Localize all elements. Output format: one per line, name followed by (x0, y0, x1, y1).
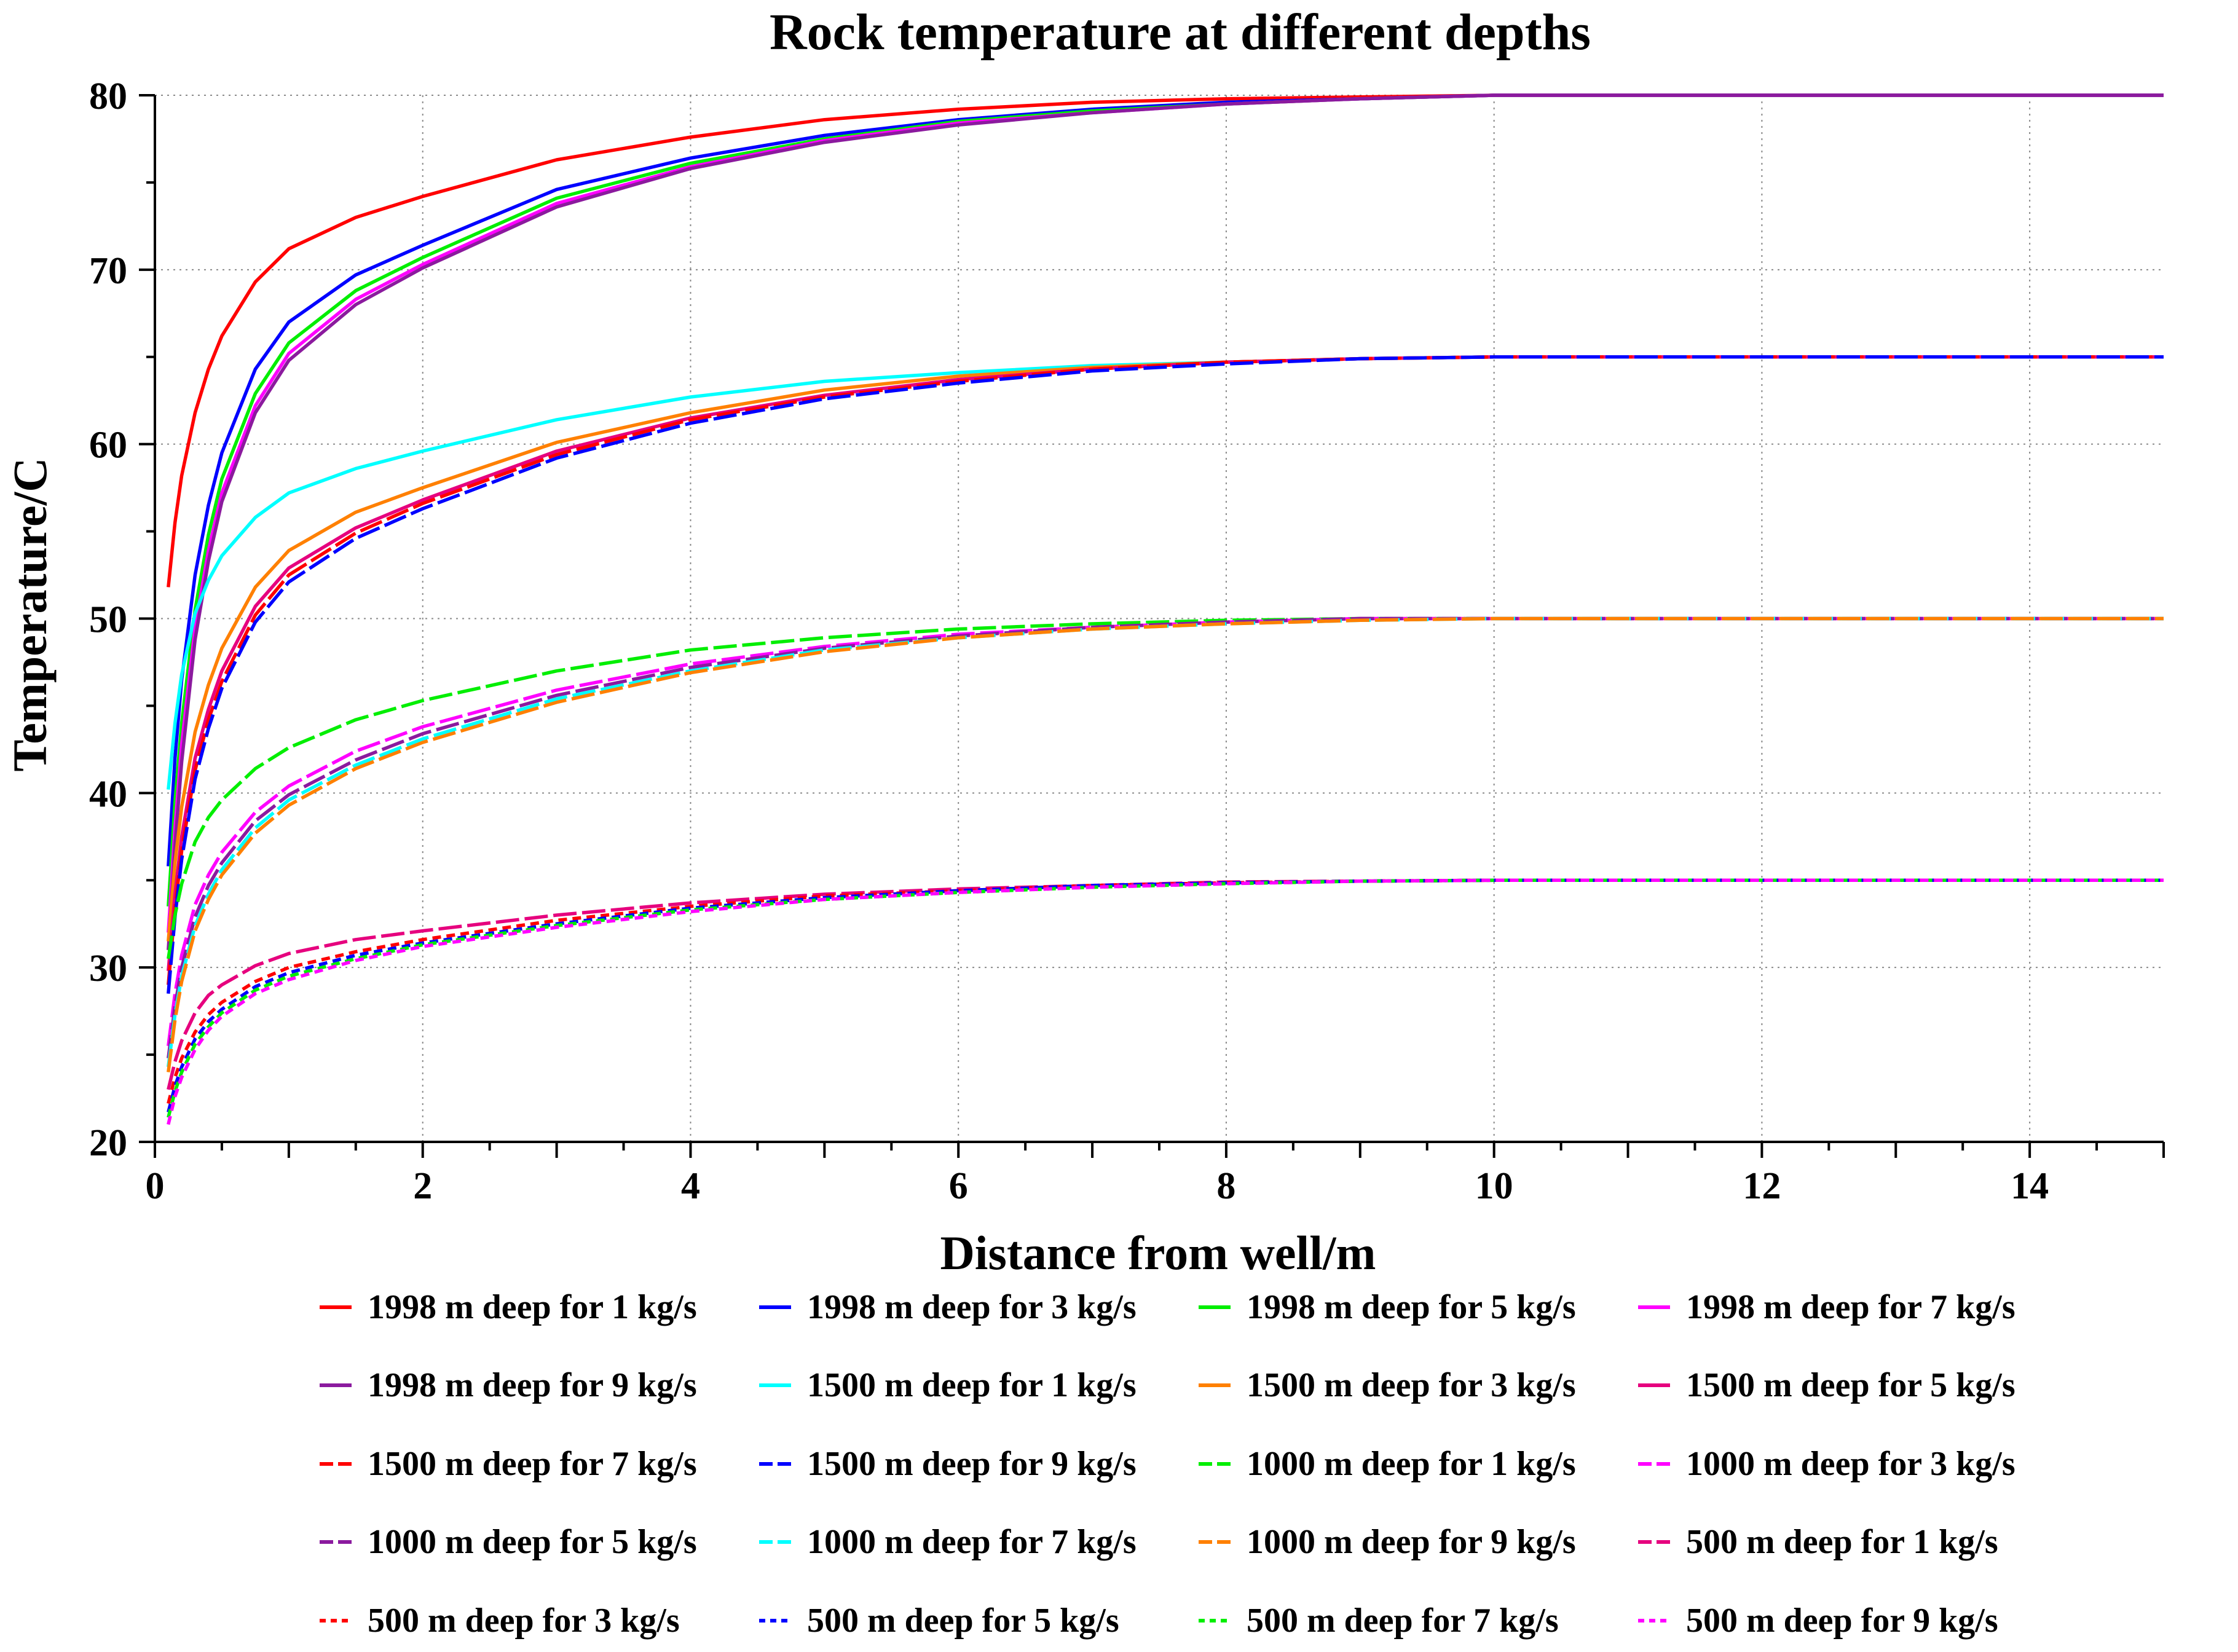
legend-entry: 1500 m deep for 9 kg/s (759, 1445, 1137, 1483)
x-tick-label: 4 (681, 1165, 700, 1207)
legend-entry: 1500 m deep for 1 kg/s (759, 1366, 1137, 1404)
x-tick-label: 14 (2011, 1165, 2049, 1207)
legend-label: 1998 m deep for 1 kg/s (368, 1288, 697, 1326)
legend-label: 1500 m deep for 9 kg/s (807, 1445, 1137, 1483)
y-axis-label: Temperature/C (3, 457, 57, 771)
legend-label: 1998 m deep for 5 kg/s (1247, 1288, 1576, 1326)
legend-label: 1000 m deep for 3 kg/s (1686, 1445, 2015, 1483)
legend-entry: 500 m deep for 9 kg/s (1638, 1602, 1998, 1640)
series-line-2 (167, 93, 2164, 867)
series-line-20 (167, 878, 2164, 1125)
series-line-11 (167, 616, 2164, 959)
y-tick-label: 20 (89, 1122, 127, 1164)
legend-label: 500 m deep for 3 kg/s (368, 1602, 680, 1640)
series-line-16 (167, 878, 2164, 1090)
legend-label: 1998 m deep for 9 kg/s (368, 1366, 697, 1404)
legend-label: 500 m deep for 1 kg/s (1686, 1523, 1998, 1561)
legend-label: 1998 m deep for 3 kg/s (807, 1288, 1137, 1326)
legend-label: 1500 m deep for 7 kg/s (368, 1445, 697, 1483)
y-tick-label: 40 (89, 773, 127, 815)
series-line-19 (167, 878, 2164, 1118)
x-tick-label: 12 (1743, 1165, 1781, 1207)
legend-label: 1998 m deep for 7 kg/s (1686, 1288, 2015, 1326)
axes (139, 94, 2165, 1158)
chart-title: Rock temperature at different depths (770, 4, 1591, 61)
y-tick-label: 80 (89, 76, 127, 117)
x-tick-label: 10 (1475, 1165, 1513, 1207)
legend-entry: 1998 m deep for 1 kg/s (320, 1288, 697, 1326)
legend-entry: 500 m deep for 5 kg/s (759, 1602, 1119, 1640)
x-tick-label: 6 (949, 1165, 968, 1207)
legend-label: 500 m deep for 5 kg/s (807, 1602, 1119, 1640)
series-lines (167, 93, 2164, 1125)
legend-label: 1000 m deep for 5 kg/s (368, 1523, 697, 1561)
x-tick-label: 8 (1216, 1165, 1235, 1207)
series-line-12 (167, 616, 2164, 1047)
y-tick-label: 30 (89, 948, 127, 989)
y-tick-label: 50 (89, 599, 127, 641)
y-tick-label: 70 (89, 250, 127, 292)
legend-entry: 1998 m deep for 5 kg/s (1199, 1288, 1576, 1326)
legend-label: 1000 m deep for 1 kg/s (1247, 1445, 1576, 1483)
series-line-17 (167, 878, 2164, 1104)
series-line-14 (167, 616, 2164, 1068)
x-tick-labels: 0 2 4 6 8 10 12 14 (146, 1165, 2049, 1207)
series-line-18 (167, 878, 2164, 1113)
legend-label: 1000 m deep for 9 kg/s (1247, 1523, 1576, 1561)
legend-entry: 1998 m deep for 3 kg/s (759, 1288, 1137, 1326)
legend-label: 1500 m deep for 5 kg/s (1686, 1366, 2015, 1404)
x-tick-label: 2 (413, 1165, 432, 1207)
series-line-15 (167, 616, 2164, 1072)
legend-entry: 1000 m deep for 7 kg/s (759, 1523, 1137, 1561)
legend-entry: 1500 m deep for 7 kg/s (320, 1445, 697, 1483)
legend-entry: 1000 m deep for 1 kg/s (1199, 1445, 1576, 1483)
legend-entry: 1000 m deep for 5 kg/s (320, 1523, 697, 1561)
y-tick-labels: 20 30 40 50 60 70 80 (89, 76, 127, 1164)
legend-entry: 1500 m deep for 5 kg/s (1638, 1366, 2015, 1404)
legend-entry: 1500 m deep for 3 kg/s (1199, 1366, 1576, 1404)
series-line-9 (167, 355, 2164, 985)
legend-label: 500 m deep for 9 kg/s (1686, 1602, 1998, 1640)
legend-entry: 1000 m deep for 3 kg/s (1638, 1445, 2015, 1483)
legend-label: 500 m deep for 7 kg/s (1247, 1602, 1559, 1640)
legend-entry: 500 m deep for 7 kg/s (1199, 1602, 1559, 1640)
legend-label: 1000 m deep for 7 kg/s (807, 1523, 1137, 1561)
legend-entry: 1000 m deep for 9 kg/s (1199, 1523, 1576, 1561)
legend: 1998 m deep for 1 kg/s 1998 m deep for 3 … (320, 1288, 2015, 1640)
series-line-1 (167, 93, 2164, 588)
series-line-4 (167, 93, 2164, 933)
series-line-13 (167, 616, 2164, 1059)
series-line-3 (167, 93, 2164, 907)
x-axis-label: Distance from well/m (940, 1226, 1376, 1280)
legend-entry: 500 m deep for 1 kg/s (1638, 1523, 1998, 1561)
legend-entry: 1998 m deep for 7 kg/s (1638, 1288, 2015, 1326)
x-tick-label: 0 (146, 1165, 165, 1207)
legend-entry: 500 m deep for 3 kg/s (320, 1602, 680, 1640)
legend-label: 1500 m deep for 1 kg/s (807, 1366, 1137, 1404)
y-tick-label: 60 (89, 425, 127, 466)
series-line-5 (167, 93, 2164, 950)
legend-label: 1500 m deep for 3 kg/s (1247, 1366, 1576, 1404)
legend-entry: 1998 m deep for 9 kg/s (320, 1366, 697, 1404)
series-line-10 (167, 355, 2164, 994)
